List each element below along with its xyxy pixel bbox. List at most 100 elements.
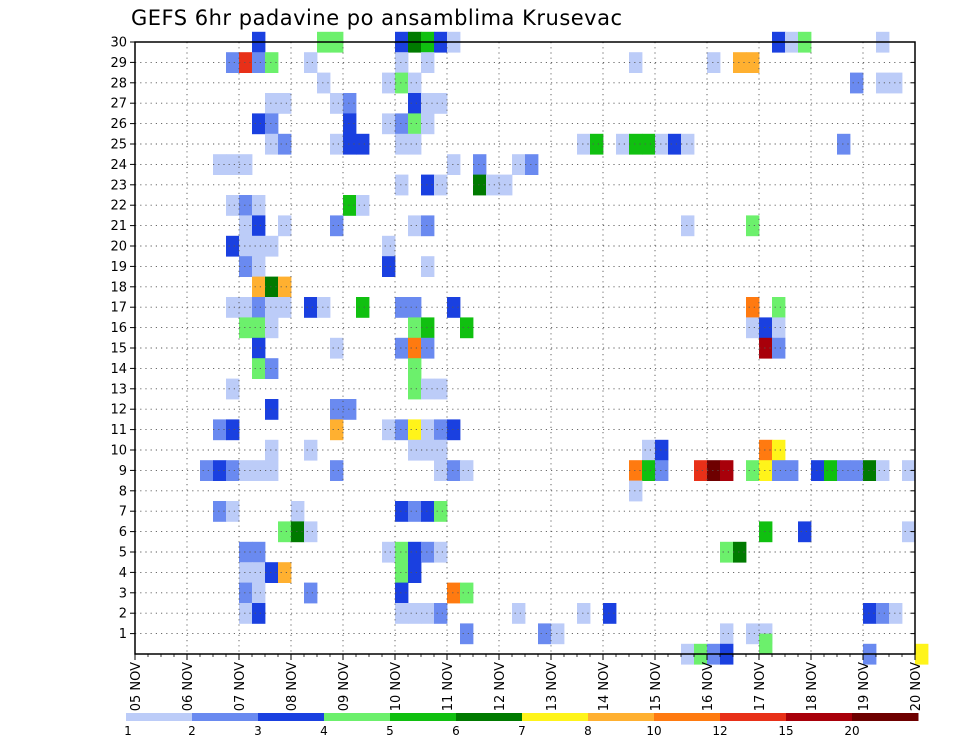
heatmap-cell — [356, 133, 370, 155]
colorbar: 1 2 3 4 5 6 7 8 10 12 15 20 — [124, 713, 919, 738]
heatmap-cell — [356, 297, 370, 318]
colorbar-label: 1 — [124, 724, 132, 738]
heatmap-cell — [408, 133, 422, 155]
heatmap-cell — [603, 603, 617, 624]
heatmap-cell — [252, 52, 266, 73]
heatmap-cell — [239, 460, 253, 481]
heatmap-cell — [863, 603, 877, 624]
heatmap-cell — [889, 72, 903, 94]
heatmap-cell — [629, 460, 643, 481]
heatmap-cell — [499, 174, 513, 196]
heatmap-cell — [408, 439, 422, 461]
heatmap-cell — [512, 603, 526, 624]
heatmap-cell — [408, 93, 422, 114]
heatmap-cell — [837, 460, 851, 481]
heatmap-cell — [330, 133, 344, 155]
heatmap-cell — [759, 439, 773, 461]
heatmap-cell — [213, 460, 227, 481]
y-tick-label: 4 — [119, 566, 127, 581]
y-tick-label: 16 — [110, 321, 127, 336]
heatmap-cell — [408, 501, 422, 522]
colorbar-label: 2 — [188, 724, 196, 738]
heatmap-cell — [655, 439, 669, 461]
heatmap-cell — [772, 460, 786, 481]
heatmap-cell — [811, 460, 825, 481]
heatmap-cell — [447, 582, 461, 604]
x-tick-label: 08 NOV — [285, 662, 300, 711]
heatmap-cell — [395, 52, 409, 73]
y-tick-label: 25 — [110, 138, 127, 153]
x-tick-label: 11 NOV — [441, 662, 456, 711]
heatmap-cell — [460, 582, 474, 604]
heatmap-cell — [330, 93, 344, 114]
heatmap-cell — [473, 174, 487, 196]
heatmap-cell — [278, 521, 292, 543]
heatmap-cell — [772, 297, 786, 318]
heatmap-cell — [395, 582, 409, 604]
colorbar-label: 7 — [518, 724, 526, 738]
heatmap-cell — [512, 154, 526, 175]
heatmap-cell — [356, 195, 370, 216]
heatmap-cell — [252, 541, 266, 563]
y-tick-label: 8 — [119, 484, 127, 499]
heatmap-cell — [382, 256, 396, 277]
heatmap-cell — [265, 358, 279, 379]
heatmap-cell — [252, 582, 266, 604]
colorbar-swatch — [126, 713, 193, 721]
heatmap-cell — [538, 623, 552, 645]
colorbar-label: 4 — [320, 724, 328, 738]
y-tick-label: 18 — [110, 280, 127, 295]
heatmap-cell — [200, 460, 214, 481]
colorbar-swatch — [786, 713, 853, 721]
heatmap-cell — [278, 562, 292, 583]
heatmap-cell — [226, 235, 240, 257]
heatmap-cell — [304, 297, 318, 318]
x-tick-label: 12 NOV — [493, 662, 508, 711]
heatmap-cell — [213, 419, 227, 441]
y-tick-label: 26 — [110, 117, 127, 132]
heatmap-cell — [226, 501, 240, 522]
y-tick-label: 1 — [119, 627, 127, 642]
heatmap-cell — [265, 317, 279, 339]
heatmap-cell — [265, 235, 279, 257]
heatmap-cell — [343, 113, 357, 135]
heatmap-cell — [213, 501, 227, 522]
heatmap-cell — [408, 541, 422, 563]
heatmap-cell — [343, 195, 357, 216]
heatmap-cell — [278, 133, 292, 155]
x-tick-label: 19 NOV — [857, 662, 872, 711]
heatmap-cell — [642, 439, 656, 461]
heatmap-cell — [239, 582, 253, 604]
heatmap-cell — [759, 460, 773, 481]
heatmap-cell — [642, 133, 656, 155]
heatmap-cell — [421, 501, 435, 522]
y-tick-label: 22 — [110, 199, 127, 214]
y-tick-label: 13 — [110, 382, 127, 397]
y-tick-label: 6 — [119, 525, 127, 540]
heatmap-cell — [395, 603, 409, 624]
heatmap-cell — [382, 113, 396, 135]
heatmap-cell — [460, 317, 474, 339]
heatmap-cell — [265, 399, 279, 420]
heatmap-cell — [655, 460, 669, 481]
heatmap-cell — [252, 297, 266, 318]
heatmap-cell — [278, 276, 292, 298]
heatmap-cell — [265, 133, 279, 155]
heatmap-cell — [759, 317, 773, 339]
heatmap-cell — [265, 460, 279, 481]
y-tick-label: 12 — [110, 403, 127, 418]
heatmap-cell — [408, 562, 422, 583]
heatmap-cell — [681, 133, 695, 155]
colorbar-swatch — [324, 713, 391, 721]
heatmap-cell — [772, 337, 786, 359]
heatmap-cell — [837, 133, 851, 155]
heatmap-cell — [902, 521, 916, 543]
heatmap-cell — [382, 72, 396, 94]
heatmap-cell — [798, 521, 812, 543]
heatmap-cell — [421, 256, 435, 277]
y-tick-label: 30 — [110, 36, 127, 51]
heatmap-cell — [291, 501, 305, 522]
heatmap-cell — [421, 541, 435, 563]
colorbar-label: 8 — [584, 724, 592, 738]
